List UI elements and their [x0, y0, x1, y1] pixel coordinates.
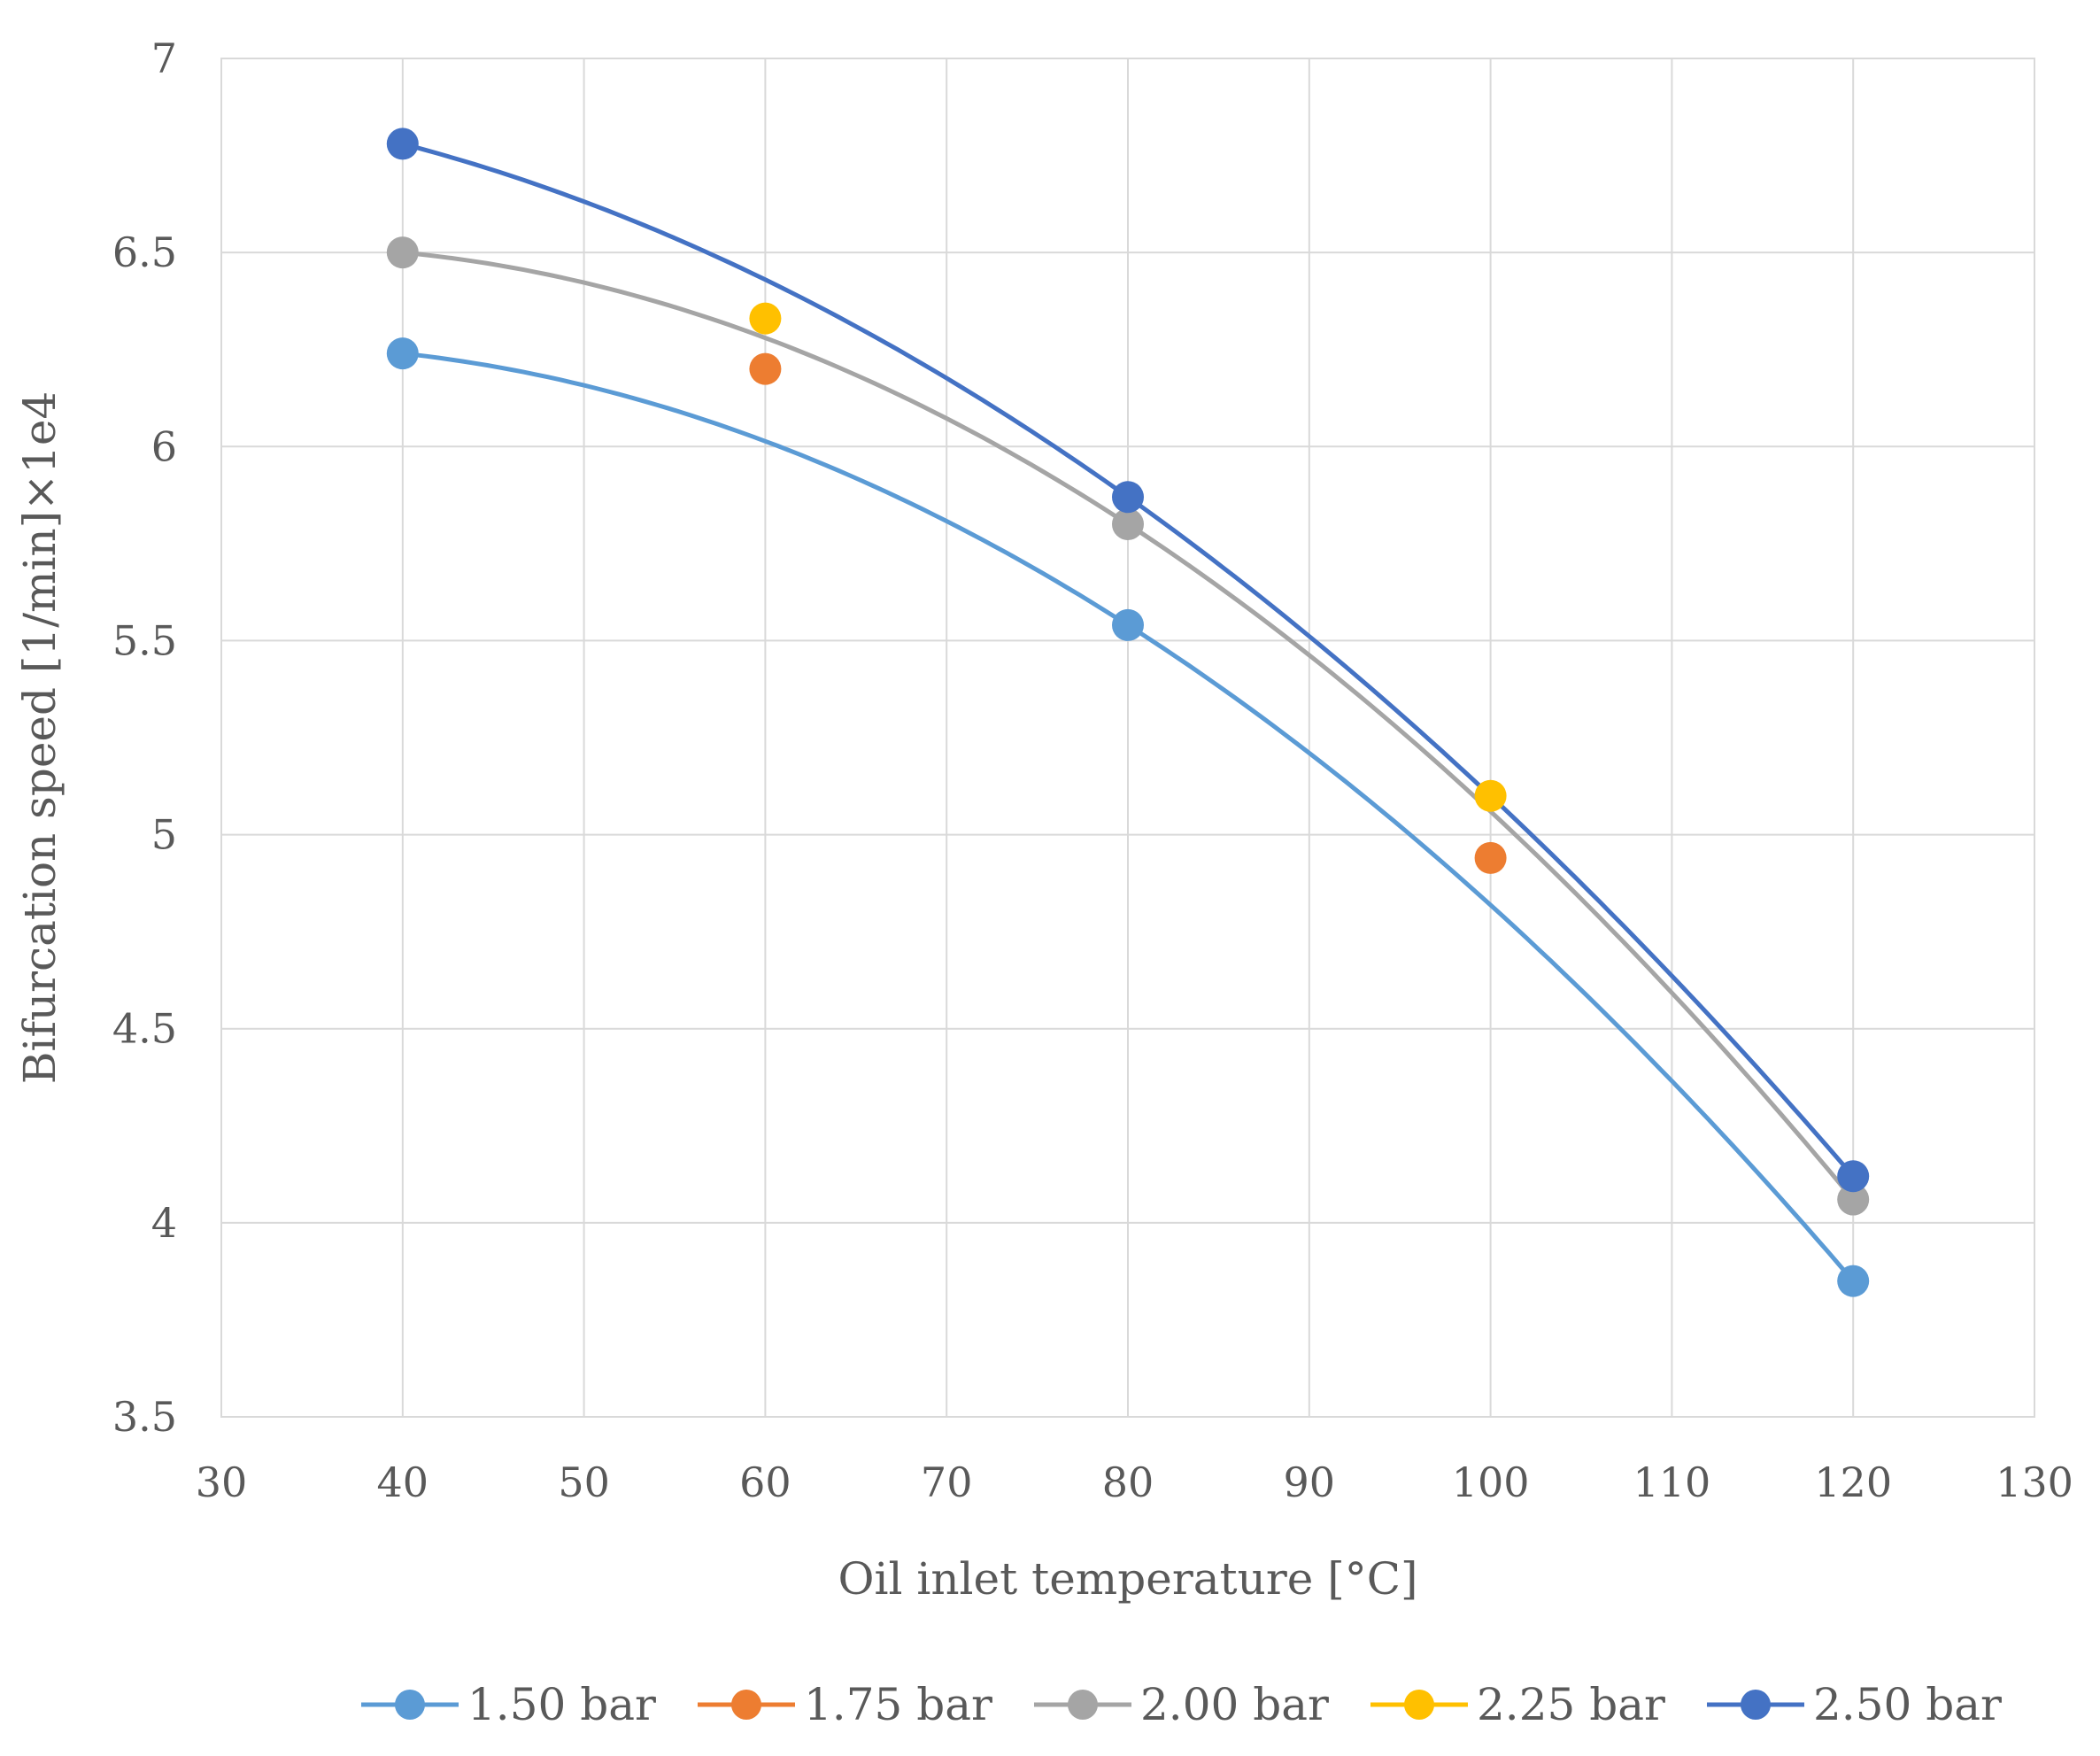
legend-marker: [1741, 1690, 1771, 1720]
point-series-3-2: [1112, 507, 1144, 540]
x-axis-tick-labels: 30 40 50 60 70 80 90 100 110 120 130: [196, 1458, 2073, 1506]
legend-entry: 1.50 bar: [361, 1679, 656, 1730]
y-tick-label: 5: [151, 811, 177, 859]
point-series-3-1: [386, 236, 419, 269]
x-tick-label: 30: [196, 1458, 248, 1506]
point-series-2-2: [1474, 841, 1507, 874]
point-series-4-2: [1474, 779, 1507, 812]
legend-label: 2.00 bar: [1140, 1679, 1329, 1730]
point-series-4-1: [749, 302, 782, 335]
point-series-5-1: [386, 128, 419, 160]
legend-label: 1.50 bar: [467, 1679, 656, 1730]
y-tick-label: 6.5: [112, 228, 177, 276]
point-series-2-1: [749, 352, 782, 385]
y-tick-label: 7: [151, 35, 177, 82]
x-tick-label: 60: [739, 1458, 791, 1506]
legend-entry: 2.00 bar: [1034, 1679, 1329, 1730]
legend-entry: 1.75 bar: [698, 1679, 992, 1730]
x-tick-label: 40: [377, 1458, 429, 1506]
legend-entry: 2.25 bar: [1370, 1679, 1665, 1730]
point-series-1-1: [386, 337, 419, 370]
x-tick-label: 70: [921, 1458, 973, 1506]
x-tick-label: 100: [1452, 1458, 1530, 1506]
x-tick-label: 110: [1633, 1458, 1710, 1506]
y-tick-label: 5.5: [112, 616, 177, 664]
point-series-5-3: [1837, 1160, 1870, 1193]
legend-label: 1.75 bar: [804, 1679, 992, 1730]
y-tick-label: 4.5: [112, 1005, 177, 1053]
point-series-3-3: [1837, 1183, 1870, 1216]
legend: 1.50 bar 1.75 bar 2.00 bar 2.25 bar 2.50 bar: [361, 1679, 2002, 1730]
y-axis-title: Bifurcation speed [1/min]×1e4: [14, 391, 66, 1085]
y-tick-label: 3.5: [112, 1393, 177, 1441]
series-layer: [386, 128, 1870, 1297]
x-tick-label: 50: [558, 1458, 610, 1506]
legend-marker: [395, 1690, 425, 1720]
point-series-5-2: [1112, 481, 1144, 514]
plot-area-border: [220, 58, 2035, 1418]
x-tick-label: 120: [1814, 1458, 1892, 1506]
y-axis-tick-labels: 3.5 4 4.5 5 5.5 6 6.5 7: [112, 35, 177, 1441]
legend-marker: [1404, 1690, 1434, 1720]
x-tick-label: 130: [1996, 1458, 2073, 1506]
legend-entry: 2.50 bar: [1707, 1679, 2002, 1730]
legend-label: 2.50 bar: [1813, 1679, 2002, 1730]
legend-label: 2.25 bar: [1477, 1679, 1665, 1730]
x-tick-label: 90: [1284, 1458, 1336, 1506]
point-series-1-2: [1112, 608, 1144, 641]
point-series-1-3: [1837, 1265, 1870, 1297]
y-tick-label: 4: [151, 1199, 177, 1247]
legend-marker: [1068, 1690, 1098, 1720]
x-tick-label: 80: [1102, 1458, 1154, 1506]
x-axis-title: Oil inlet temperature [°C]: [838, 1553, 1418, 1605]
legend-marker: [731, 1690, 761, 1720]
y-tick-label: 6: [151, 422, 177, 470]
